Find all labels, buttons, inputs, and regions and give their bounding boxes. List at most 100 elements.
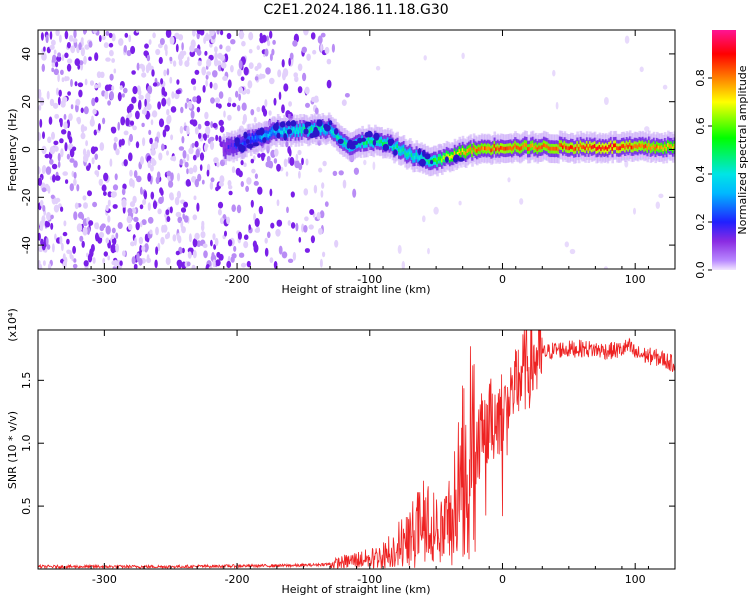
ridge-core [593, 144, 597, 148]
spectrogram-noise [107, 255, 110, 261]
spectrogram-noise [98, 178, 104, 186]
spectrogram-noise [125, 117, 130, 127]
ridge-blob [324, 124, 331, 132]
spectrogram-noise [158, 118, 165, 128]
ridge-blob [234, 139, 240, 147]
spectrogram-noise [51, 131, 55, 140]
spectrogram-noise [108, 32, 113, 39]
spectrogram-noise [46, 244, 51, 250]
spectrogram-noise [73, 160, 78, 168]
ridge-blob [279, 121, 286, 128]
ridge-core [294, 130, 298, 135]
spectrogram-noise [303, 188, 309, 196]
spectrogram-noise [220, 62, 227, 69]
ridge-core [272, 128, 275, 133]
spectrogram-noise [139, 204, 144, 210]
spectrogram-noise [269, 53, 273, 61]
spectrogram-noise [65, 179, 69, 184]
spectrogram-noise [100, 223, 106, 229]
spectrogram-noise [141, 245, 146, 252]
spectrogram-noise [78, 89, 83, 98]
spectrogram-noise [275, 228, 281, 237]
spectrogram-noise [401, 260, 405, 269]
spectrogram-noise [199, 164, 203, 172]
spectrogram-noise [218, 91, 224, 99]
ridge-core [445, 153, 449, 158]
spectrogram-noise [372, 161, 376, 171]
ridge-core [448, 156, 452, 160]
spectrogram-noise [260, 73, 266, 79]
spectrogram-noise [62, 253, 66, 261]
spectrogram-noise [319, 210, 325, 219]
spectrogram-noise [237, 231, 242, 240]
snr-panel: -300 -200 -100 0 100 0.5 1.0 1.5 Height of stra… [6, 308, 676, 596]
spectrogram-noise [555, 101, 559, 110]
spectrogram-noise [253, 213, 256, 222]
ridge-core [663, 144, 667, 149]
spectrogram-noise [55, 61, 59, 68]
spectrogram-noise [127, 207, 133, 214]
spectrogram-noise [95, 232, 99, 242]
spectrogram-noise [243, 234, 249, 240]
ridge-core [509, 145, 512, 150]
colorbar-gradient [712, 30, 736, 270]
ridge-blob [290, 120, 297, 127]
ridge-core [668, 144, 672, 149]
spectrogram-noise [214, 51, 218, 61]
spectrogram-noise [189, 44, 195, 53]
ridge-core [657, 145, 661, 150]
ridge-blob [393, 149, 398, 156]
ridge-core [383, 141, 387, 146]
spectrogram-noise [219, 175, 225, 184]
spectrogram-noise [161, 97, 167, 107]
spectrogram-noise [140, 156, 144, 165]
spectrogram-noise [292, 251, 297, 261]
spectrogram-noise [93, 84, 99, 89]
spectrogram-noise [141, 72, 147, 78]
ridge-core [499, 145, 503, 150]
spectrogram-noise [217, 208, 222, 216]
ridge-core [377, 139, 380, 144]
spectrogram-noise [303, 30, 309, 36]
spectrogram-noise [53, 49, 57, 55]
spectrogram-noise [55, 87, 59, 96]
spectrogram-noise [61, 242, 64, 252]
spectrogram-noise [201, 66, 207, 76]
spectrogram-noise [38, 166, 41, 175]
ridge-blob [276, 132, 281, 139]
spectrogram-noise [72, 245, 76, 254]
snr-xtick-label: 0 [499, 573, 506, 586]
ridge-core [269, 132, 272, 137]
ridge-blob [337, 138, 344, 144]
ridge-core [590, 145, 594, 150]
ridge-core [378, 139, 382, 144]
ridge-core [608, 144, 611, 149]
ridge-core [638, 143, 641, 148]
ridge-core [562, 145, 565, 150]
spectrogram-noise [237, 68, 242, 77]
spectrogram-noise [188, 181, 191, 187]
ridge-core [528, 146, 532, 151]
spectrogram-noise [320, 190, 324, 198]
spectrogram-noise [38, 104, 42, 111]
ridge-core [283, 127, 286, 132]
spectrogram-noise [287, 258, 294, 263]
spectrogram-noise [143, 190, 148, 200]
spectrogram-noise [250, 158, 254, 164]
spectrogram-noise [219, 217, 225, 225]
spectrogram-noise [301, 46, 307, 53]
ridge-core [552, 146, 555, 151]
ridge-core [620, 144, 624, 149]
spectrogram-noise [146, 254, 150, 262]
spectrogram-noise [324, 46, 330, 55]
spectrogram-noise [109, 158, 113, 167]
ridge-blob [364, 131, 370, 138]
spectrogram-noise [49, 158, 54, 165]
ridge-core [605, 145, 608, 150]
ridge-core [630, 145, 634, 150]
spectrogram-noise [152, 32, 156, 39]
spectrogram-noise [187, 251, 192, 259]
spectrogram-noise [83, 126, 88, 131]
ridge-core [264, 133, 267, 137]
ridge-core [577, 146, 581, 151]
